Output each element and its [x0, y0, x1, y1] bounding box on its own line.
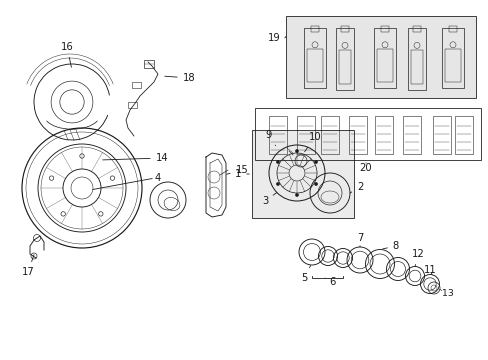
- Bar: [132, 82, 141, 88]
- Text: 2: 2: [349, 182, 363, 193]
- Text: 1: 1: [234, 169, 241, 179]
- Bar: [407, 28, 425, 90]
- Text: 14: 14: [102, 153, 168, 163]
- Text: 12: 12: [411, 249, 424, 266]
- Bar: [251, 130, 353, 218]
- Circle shape: [276, 161, 279, 163]
- Text: 15: 15: [226, 165, 248, 175]
- Text: 6: 6: [328, 277, 334, 287]
- Bar: [285, 16, 475, 98]
- Bar: [304, 28, 325, 88]
- Bar: [376, 49, 392, 82]
- Bar: [348, 116, 366, 154]
- Bar: [338, 50, 350, 84]
- Bar: [341, 26, 348, 32]
- Circle shape: [314, 183, 317, 186]
- Bar: [447, 26, 456, 32]
- Text: 4: 4: [155, 173, 161, 183]
- Circle shape: [276, 183, 279, 186]
- Text: 10: 10: [304, 132, 321, 152]
- Text: 20: 20: [359, 163, 371, 173]
- Bar: [444, 49, 460, 82]
- Text: 7: 7: [356, 233, 363, 247]
- Bar: [306, 49, 323, 82]
- Bar: [268, 116, 286, 154]
- Bar: [143, 60, 154, 68]
- Bar: [310, 26, 319, 32]
- Text: 16: 16: [61, 42, 73, 67]
- Bar: [335, 28, 353, 90]
- Bar: [320, 116, 338, 154]
- Circle shape: [295, 193, 298, 197]
- Text: 19: 19: [267, 33, 280, 43]
- Circle shape: [314, 161, 317, 163]
- Bar: [412, 26, 420, 32]
- Bar: [454, 116, 472, 154]
- Bar: [373, 28, 395, 88]
- Text: 8: 8: [382, 241, 398, 251]
- Bar: [374, 116, 392, 154]
- Bar: [432, 116, 450, 154]
- Bar: [441, 28, 463, 88]
- Bar: [402, 116, 420, 154]
- Bar: [380, 26, 388, 32]
- Text: 13: 13: [441, 289, 453, 298]
- Bar: [254, 108, 480, 160]
- Bar: [410, 50, 422, 84]
- Bar: [296, 116, 314, 154]
- Text: 11: 11: [423, 265, 435, 275]
- Text: 17: 17: [21, 255, 34, 277]
- Text: 18: 18: [164, 73, 195, 83]
- Circle shape: [295, 149, 298, 153]
- Text: 9: 9: [265, 130, 275, 146]
- Text: 3: 3: [262, 193, 276, 206]
- Text: 5: 5: [300, 265, 310, 283]
- Bar: [128, 102, 137, 108]
